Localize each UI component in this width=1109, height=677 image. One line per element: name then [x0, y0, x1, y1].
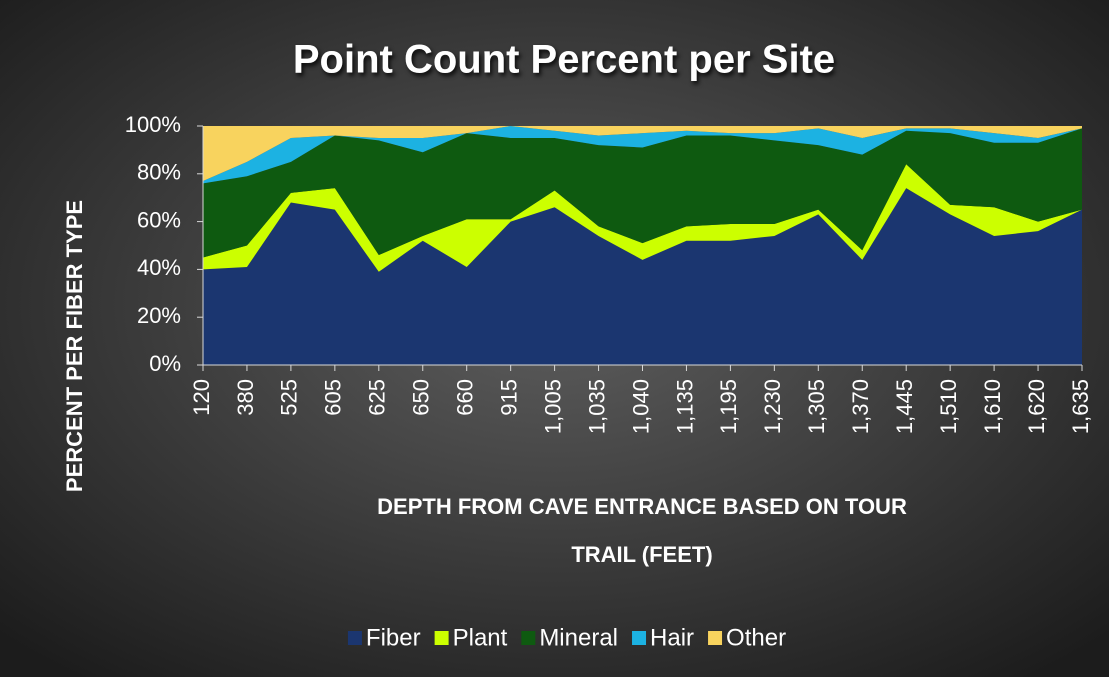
- x-tick-label: 1,230: [760, 379, 785, 434]
- x-tick-label: 1,370: [848, 379, 873, 434]
- y-tick-label: 100%: [125, 112, 181, 137]
- legend-swatch: [708, 631, 722, 645]
- x-tick-label: 1,005: [540, 379, 565, 434]
- x-tick-label: 1,040: [628, 379, 653, 434]
- legend-swatch: [521, 631, 535, 645]
- legend-label: Hair: [650, 624, 694, 651]
- x-tick-label: 915: [496, 379, 521, 416]
- x-tick-label: 525: [277, 379, 302, 416]
- x-tick-label: 1,195: [716, 379, 741, 434]
- y-tick-label: 80%: [137, 160, 181, 185]
- x-tick-label: 380: [233, 379, 258, 416]
- x-tick-label: 1,135: [672, 379, 697, 434]
- legend-label: Plant: [453, 624, 508, 651]
- legend-swatch: [348, 631, 362, 645]
- x-tick-label: 1,305: [804, 379, 829, 434]
- y-tick-label: 60%: [137, 207, 181, 232]
- x-tick-label: 605: [321, 379, 346, 416]
- chart-title: Point Count Percent per Site: [293, 38, 835, 82]
- x-tick-label: 1,445: [892, 379, 917, 434]
- x-axis-title: DEPTH FROM CAVE ENTRANCE BASED ON TOUR: [377, 494, 907, 519]
- chart: Point Count Percent per Site PERCENT PER…: [0, 0, 1109, 677]
- legend-label: Other: [726, 624, 786, 651]
- legend-swatch: [632, 631, 646, 645]
- x-tick-label: 120: [189, 379, 214, 416]
- x-tick-label: 650: [409, 379, 434, 416]
- x-tick-label: 1,610: [980, 379, 1005, 434]
- y-tick-label: 40%: [137, 255, 181, 280]
- x-tick-label: 1,620: [1024, 379, 1049, 434]
- x-tick-label: 1,635: [1068, 379, 1093, 434]
- y-tick-label: 20%: [137, 303, 181, 328]
- legend-label: Mineral: [539, 624, 618, 651]
- y-tick-label: 0%: [149, 351, 181, 376]
- x-tick-label: 660: [453, 379, 478, 416]
- legend-swatch: [435, 631, 449, 645]
- x-axis-title: TRAIL (FEET): [571, 542, 712, 567]
- x-tick-label: 625: [365, 379, 390, 416]
- x-tick-label: 1,510: [936, 379, 961, 434]
- y-axis-title: PERCENT PER FIBER TYPE: [62, 200, 87, 492]
- x-tick-label: 1,035: [584, 379, 609, 434]
- legend-label: Fiber: [366, 624, 421, 651]
